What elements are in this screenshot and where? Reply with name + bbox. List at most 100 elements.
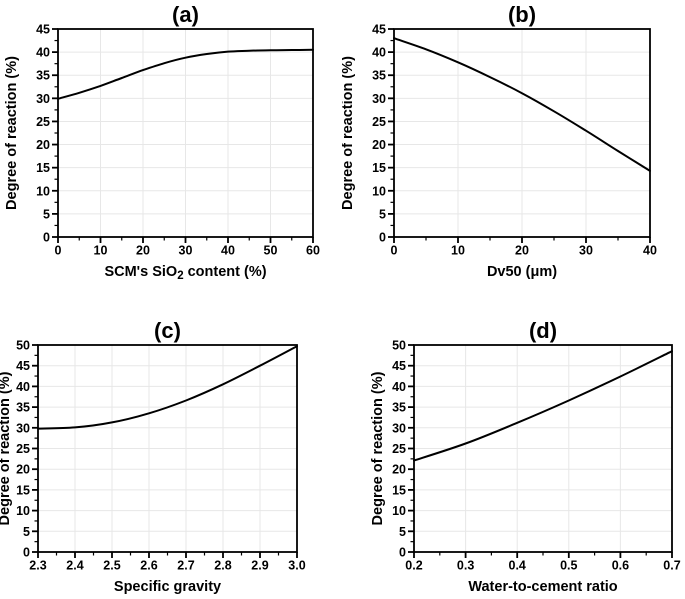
x-tick-label: 30	[579, 244, 593, 258]
y-tick-label: 20	[392, 463, 406, 477]
data-curve-degree-of-reaction-vs-wc-ratio	[413, 350, 673, 462]
y-tick-label: 0	[43, 231, 50, 245]
panel-background	[342, 300, 685, 599]
y-tick-label: 45	[36, 23, 50, 37]
y-axis-label: Degree of reaction (%)	[4, 56, 20, 210]
y-tick-label: 40	[36, 46, 50, 60]
x-tick-label: 0.2	[405, 559, 422, 573]
panel-a: 0 10 20 30 40 50 60 0 5 10 15 20 25 30 35 40 45 (a) SCM's …	[0, 0, 342, 300]
x-tick-label: 2.8	[214, 559, 231, 573]
x-axis-label: Specific gravity	[114, 579, 221, 595]
y-tick-label: 10	[36, 184, 50, 198]
y-tick-label: 20	[372, 138, 386, 152]
y-tick-label: 10	[16, 504, 30, 518]
x-tick-label: 20	[515, 244, 529, 258]
x-axis-label-part: content (%)	[184, 264, 267, 280]
y-tick-label: 25	[36, 115, 50, 129]
x-axis-label: SCM's SiO2 content (%)	[104, 264, 266, 282]
x-tick-label: 10	[94, 244, 108, 258]
y-tick-label: 0	[23, 546, 30, 560]
x-axis-label: Water-to-cement ratio	[468, 579, 617, 595]
data-curve-degree-of-reaction-vs-dv50	[393, 37, 651, 172]
y-tick-label: 20	[36, 138, 50, 152]
x-tick-label: 2.6	[140, 559, 157, 573]
x-tick-label: 40	[643, 244, 657, 258]
panel-c: 2.3 2.4 2.5 2.6 2.7 2.8 2.9 3.0 0 5 10 15 20 25 30 35 40…	[0, 300, 342, 599]
y-tick-label: 5	[43, 207, 50, 221]
x-tick-label: 50	[264, 244, 278, 258]
chart-d: 0.2 0.3 0.4 0.5 0.6 0.7 0 5 10 15 20 25 30 35 40 45 50 (d…	[342, 300, 685, 599]
y-tick-label: 10	[372, 184, 386, 198]
y-axis-label: Degree of reaction (%)	[370, 371, 386, 525]
y-tick-label: 40	[16, 380, 30, 394]
x-tick-label: 2.4	[66, 559, 83, 573]
y-axis-label: Degree of reaction (%)	[0, 371, 13, 525]
y-tick-label: 15	[16, 483, 30, 497]
x-tick-label: 2.9	[251, 559, 268, 573]
y-tick-label: 45	[392, 359, 406, 373]
y-tick-label: 5	[23, 525, 30, 539]
x-tick-label: 0	[55, 244, 62, 258]
chart-b: 0 10 20 30 40 0 5 10 15 20 25 30 35 40 45 (b) Dv50 (μm) D…	[342, 0, 685, 300]
y-tick-label: 0	[399, 546, 406, 560]
y-tick-label: 0	[379, 231, 386, 245]
panel-background	[342, 0, 685, 300]
x-tick-label: 0.6	[612, 559, 629, 573]
x-tick-label: 2.5	[103, 559, 120, 573]
y-tick-label: 15	[392, 483, 406, 497]
y-tick-label: 30	[392, 421, 406, 435]
y-tick-label: 15	[36, 161, 50, 175]
panel-title: (a)	[172, 2, 199, 27]
x-tick-label: 0	[391, 244, 398, 258]
y-tick-label: 25	[392, 442, 406, 456]
x-tick-label: 0.7	[663, 559, 680, 573]
y-tick-label: 5	[379, 207, 386, 221]
panel-background	[0, 300, 342, 599]
x-axis-label-part: SCM's SiO	[104, 264, 177, 280]
y-tick-label: 40	[392, 380, 406, 394]
y-tick-label: 5	[399, 525, 406, 539]
y-tick-label: 50	[16, 339, 30, 353]
x-tick-label: 40	[221, 244, 235, 258]
x-axis-label: Dv50 (μm)	[487, 264, 557, 280]
y-tick-label: 15	[372, 161, 386, 175]
y-tick-label: 35	[392, 401, 406, 415]
data-curve-degree-of-reaction-vs-sio2	[57, 48, 314, 100]
panel-background	[0, 0, 342, 300]
x-tick-label: 3.0	[288, 559, 305, 573]
x-axis-label-subscript: 2	[177, 270, 183, 282]
panel-title: (c)	[154, 318, 181, 343]
x-axis-label-part: Water-to-cement ratio	[468, 579, 617, 595]
chart-c: 2.3 2.4 2.5 2.6 2.7 2.8 2.9 3.0 0 5 10 15 20 25 30 35 40…	[0, 300, 342, 599]
panel-title: (b)	[508, 2, 536, 27]
y-tick-label: 30	[372, 92, 386, 106]
x-tick-label: 60	[306, 244, 320, 258]
panel-title: (d)	[529, 318, 557, 343]
y-tick-label: 25	[372, 115, 386, 129]
x-tick-label: 10	[451, 244, 465, 258]
y-tick-label: 35	[372, 69, 386, 83]
x-tick-label: 0.4	[509, 559, 526, 573]
y-tick-label: 35	[36, 69, 50, 83]
x-tick-label: 0.3	[457, 559, 474, 573]
y-tick-label: 50	[392, 339, 406, 353]
y-tick-label: 30	[16, 421, 30, 435]
y-tick-label: 40	[372, 46, 386, 60]
y-tick-label: 45	[372, 23, 386, 37]
x-axis-label-part: Specific gravity	[114, 579, 221, 595]
x-tick-label: 30	[179, 244, 193, 258]
data-curve-degree-of-reaction-vs-specific-gravity	[37, 345, 298, 430]
y-tick-label: 20	[16, 463, 30, 477]
panel-d: 0.2 0.3 0.4 0.5 0.6 0.7 0 5 10 15 20 25 30 35 40 45 50 (d…	[342, 300, 685, 599]
x-tick-label: 20	[136, 244, 150, 258]
y-tick-label: 35	[16, 401, 30, 415]
y-axis-label: Degree of reaction (%)	[342, 56, 356, 210]
y-tick-label: 25	[16, 442, 30, 456]
y-tick-label: 10	[392, 504, 406, 518]
x-tick-label: 2.7	[177, 559, 194, 573]
x-tick-label: 0.5	[560, 559, 577, 573]
panel-b: 0 10 20 30 40 0 5 10 15 20 25 30 35 40 45 (b) Dv50 (μm) D…	[342, 0, 685, 300]
y-tick-label: 30	[36, 92, 50, 106]
x-tick-label: 2.3	[29, 559, 46, 573]
